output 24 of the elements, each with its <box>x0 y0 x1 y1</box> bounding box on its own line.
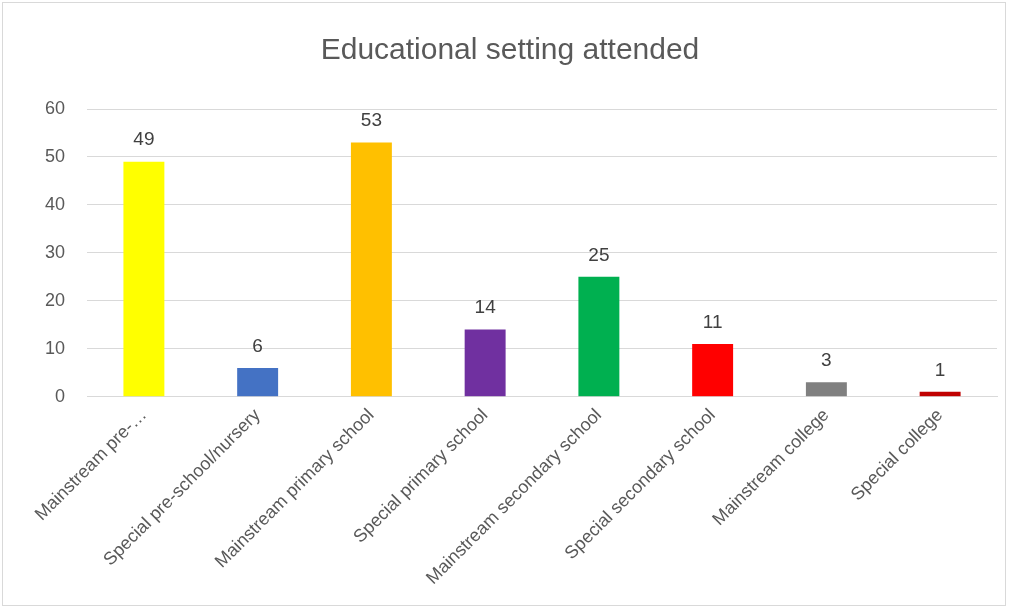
y-tick-label: 10 <box>44 337 66 358</box>
y-tick-label: 30 <box>44 241 66 262</box>
bar <box>805 382 847 397</box>
data-label: 11 <box>702 310 723 332</box>
data-label: 53 <box>360 109 382 131</box>
data-label: 3 <box>821 349 832 370</box>
data-label: 49 <box>133 128 155 150</box>
bar <box>692 343 734 397</box>
bar <box>578 276 620 397</box>
y-tick-label: 60 <box>44 97 66 118</box>
y-tick-label: 40 <box>44 193 66 214</box>
y-tick-label: 50 <box>44 145 66 166</box>
y-tick-label: 20 <box>44 289 66 310</box>
bar <box>237 367 279 397</box>
bar <box>123 161 165 397</box>
bar <box>464 329 506 397</box>
bar <box>919 391 961 397</box>
chart-title: Educational setting attended <box>320 32 700 66</box>
bar <box>350 142 392 397</box>
y-tick-label: 0 <box>55 385 66 406</box>
data-label: 6 <box>252 334 263 356</box>
data-label: 14 <box>474 296 497 318</box>
data-label: 1 <box>934 358 946 380</box>
data-label: 25 <box>588 243 610 265</box>
